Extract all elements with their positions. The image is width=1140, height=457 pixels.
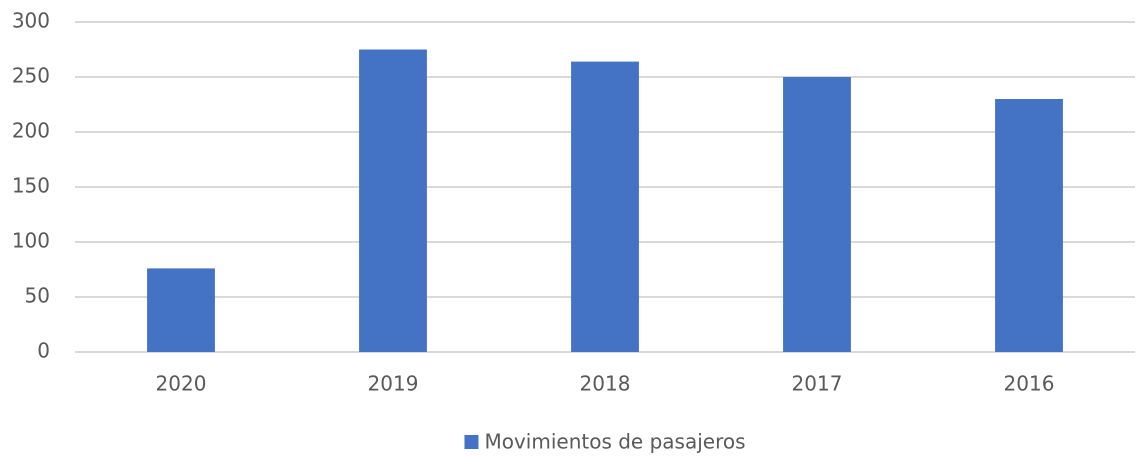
x-tick-label: 2020	[156, 372, 207, 396]
y-tick-label: 50	[25, 284, 50, 308]
x-tick-label: 2018	[580, 372, 631, 396]
y-tick-label: 100	[12, 229, 50, 253]
x-tick-label: 2017	[792, 372, 843, 396]
legend: Movimientos de pasajeros	[464, 430, 746, 454]
y-tick-label: 150	[12, 174, 50, 198]
x-tick-label: 2019	[368, 372, 419, 396]
bar	[995, 99, 1063, 352]
x-tick-label: 2016	[1004, 372, 1055, 396]
y-tick-label: 250	[12, 64, 50, 88]
y-tick-label: 0	[37, 339, 50, 363]
y-tick-label: 300	[12, 9, 50, 33]
bar	[147, 268, 215, 352]
y-tick-label: 200	[12, 119, 50, 143]
bar	[359, 49, 427, 352]
legend-label: Movimientos de pasajeros	[484, 430, 745, 454]
bar	[783, 77, 851, 352]
bar	[571, 61, 639, 352]
legend-swatch	[464, 435, 479, 449]
